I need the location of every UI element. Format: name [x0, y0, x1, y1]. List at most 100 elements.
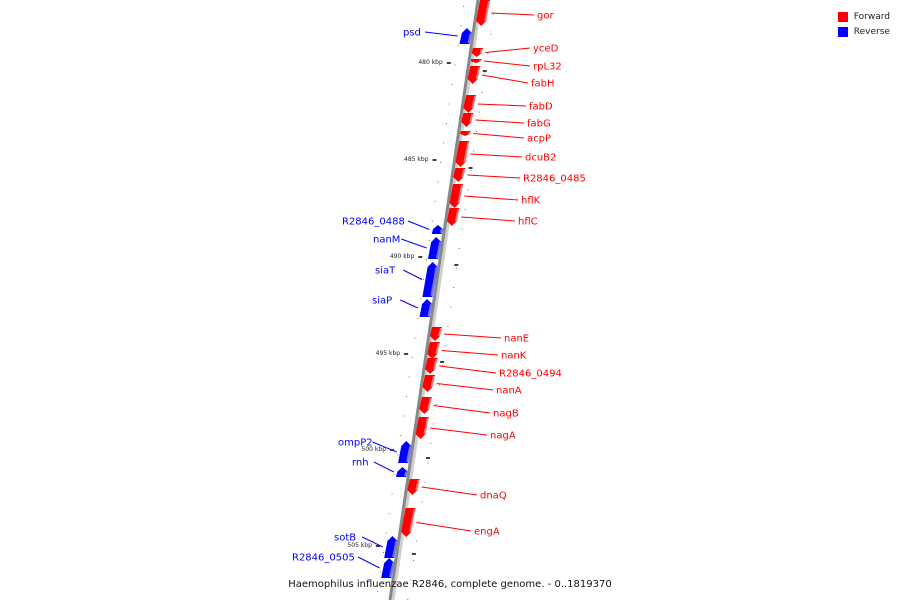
gene-label: dnaQ — [480, 491, 507, 502]
legend-item-forward: Forward — [837, 9, 890, 24]
gene-label: acpP — [527, 134, 551, 145]
minor-tick-left — [383, 552, 384, 553]
gene-ompp2: ompP2 — [338, 438, 412, 463]
minor-tick-left — [434, 201, 436, 202]
gene-arrow — [470, 59, 482, 63]
legend-item-reverse: Reverse — [837, 24, 890, 39]
gene-leader-line — [357, 556, 380, 569]
gene-arrow — [407, 479, 420, 495]
gene-hflc: hflC — [446, 208, 538, 228]
minor-tick-right — [413, 560, 414, 561]
minor-tick-right — [493, 14, 495, 15]
gene-rnh: rnh — [352, 458, 408, 477]
gene-leader-line — [424, 31, 458, 37]
gene-leader-line — [416, 522, 472, 532]
minor-tick-left — [417, 318, 419, 319]
gene-leader-line — [467, 174, 521, 179]
minor-tick-left — [425, 259, 427, 261]
gene-label: nanE — [504, 334, 529, 345]
gene-leader-line — [475, 119, 525, 124]
gene-leader-line — [402, 269, 423, 280]
reverse-swatch — [837, 26, 848, 37]
gene-arrow — [398, 441, 412, 463]
gene-leader-line — [485, 47, 531, 53]
gene-arrow-highlight — [427, 397, 432, 410]
minor-tick-right — [458, 248, 460, 249]
minor-tick-left — [431, 220, 433, 222]
minor-tick-right — [418, 521, 420, 522]
tick-label: 480 kbp — [418, 59, 443, 66]
gene-leader-line — [436, 383, 494, 391]
minor-tick-left — [428, 240, 430, 241]
gene-r2846-0485: R2846_0485 — [453, 168, 586, 185]
gene-r2846-0505: R2846_0505 — [292, 553, 395, 578]
gene-arrow — [463, 95, 477, 113]
minor-tick-left — [420, 298, 422, 300]
gene-dnaq: dnaQ — [407, 479, 507, 502]
legend: Forward Reverse — [837, 9, 890, 39]
gene-label: R2846_0485 — [523, 174, 586, 185]
gene-label: hflC — [518, 217, 538, 228]
gene-leader-line — [433, 405, 491, 414]
gene-arrow — [476, 0, 490, 26]
minor-tick-left — [454, 64, 456, 66]
gene-sotb: sotB — [334, 533, 398, 558]
gene-label: dcuB2 — [525, 153, 556, 164]
gene-siap: siaP — [372, 296, 433, 317]
genome-backbone — [388, 0, 480, 600]
gene-arrow — [471, 48, 483, 57]
minor-tick-left — [460, 25, 462, 27]
minor-tick-left — [405, 396, 407, 397]
gene-arrow — [425, 358, 438, 374]
gene-arrow — [381, 558, 395, 578]
minor-tick-right — [470, 170, 472, 171]
gene-leader-line — [361, 536, 384, 548]
minor-tick-right — [433, 423, 435, 425]
minor-tick-right — [455, 267, 457, 269]
gene-nana: nanA — [422, 375, 522, 397]
minor-tick-right — [453, 287, 455, 288]
tick-label: 490 kbp — [390, 253, 415, 260]
gene-arrow — [401, 508, 416, 537]
gene-features: gor psd yceD rpL32 fabH fabD fabG acpP dcuB2 R284… — [292, 0, 586, 578]
gene-nagb: nagB — [419, 397, 519, 420]
gene-arrow — [428, 237, 442, 259]
tick-label: 505 kbp — [347, 542, 372, 549]
gene-arrow — [430, 327, 442, 341]
tick-label: 500 kbp — [362, 446, 387, 453]
minor-tick-left — [400, 435, 402, 436]
gene-leader-line — [399, 299, 419, 309]
gene-label: siaP — [372, 296, 392, 307]
gene-naga: nagA — [415, 417, 516, 442]
gene-arrow-highlight — [439, 228, 443, 234]
minor-tick-right — [487, 53, 489, 54]
minor-tick-right — [484, 72, 486, 74]
gene-arrow — [449, 184, 463, 208]
gene-label: nanK — [501, 351, 527, 362]
major-ticks: 480 kbp 485 kbp 490 kbp 495 kbp 500 kbp 505 k… — [347, 59, 487, 555]
minor-tick-right — [427, 462, 429, 464]
gene-nane: nanE — [430, 327, 529, 345]
gene-arrow — [427, 342, 440, 359]
gene-enga: engA — [401, 508, 500, 538]
gene-leader-line — [401, 238, 427, 249]
gene-arrow-highlight — [471, 95, 477, 109]
minor-tick-right — [424, 482, 426, 483]
minor-tick-left — [388, 513, 390, 514]
gene-arrow — [459, 28, 472, 44]
minor-tick-right — [473, 150, 475, 152]
gene-label: gor — [537, 11, 554, 22]
tick-label: 495 kbp — [376, 350, 401, 357]
gene-arrow — [455, 141, 470, 167]
gene-label: R2846_0488 — [342, 217, 405, 228]
gene-label: fabG — [527, 119, 551, 130]
map-caption: Haemophilus influenzae R2846, complete g… — [288, 579, 612, 590]
minor-tick-left — [463, 6, 465, 7]
gene-label: rnh — [352, 458, 369, 469]
gene-arrow — [467, 66, 481, 84]
gene-leader-line — [373, 461, 395, 473]
minor-tick-right — [467, 189, 469, 191]
gene-arrow-highlight — [438, 327, 442, 337]
gene-leader-line — [461, 216, 516, 222]
gene-r2846-0488: R2846_0488 — [342, 217, 443, 234]
